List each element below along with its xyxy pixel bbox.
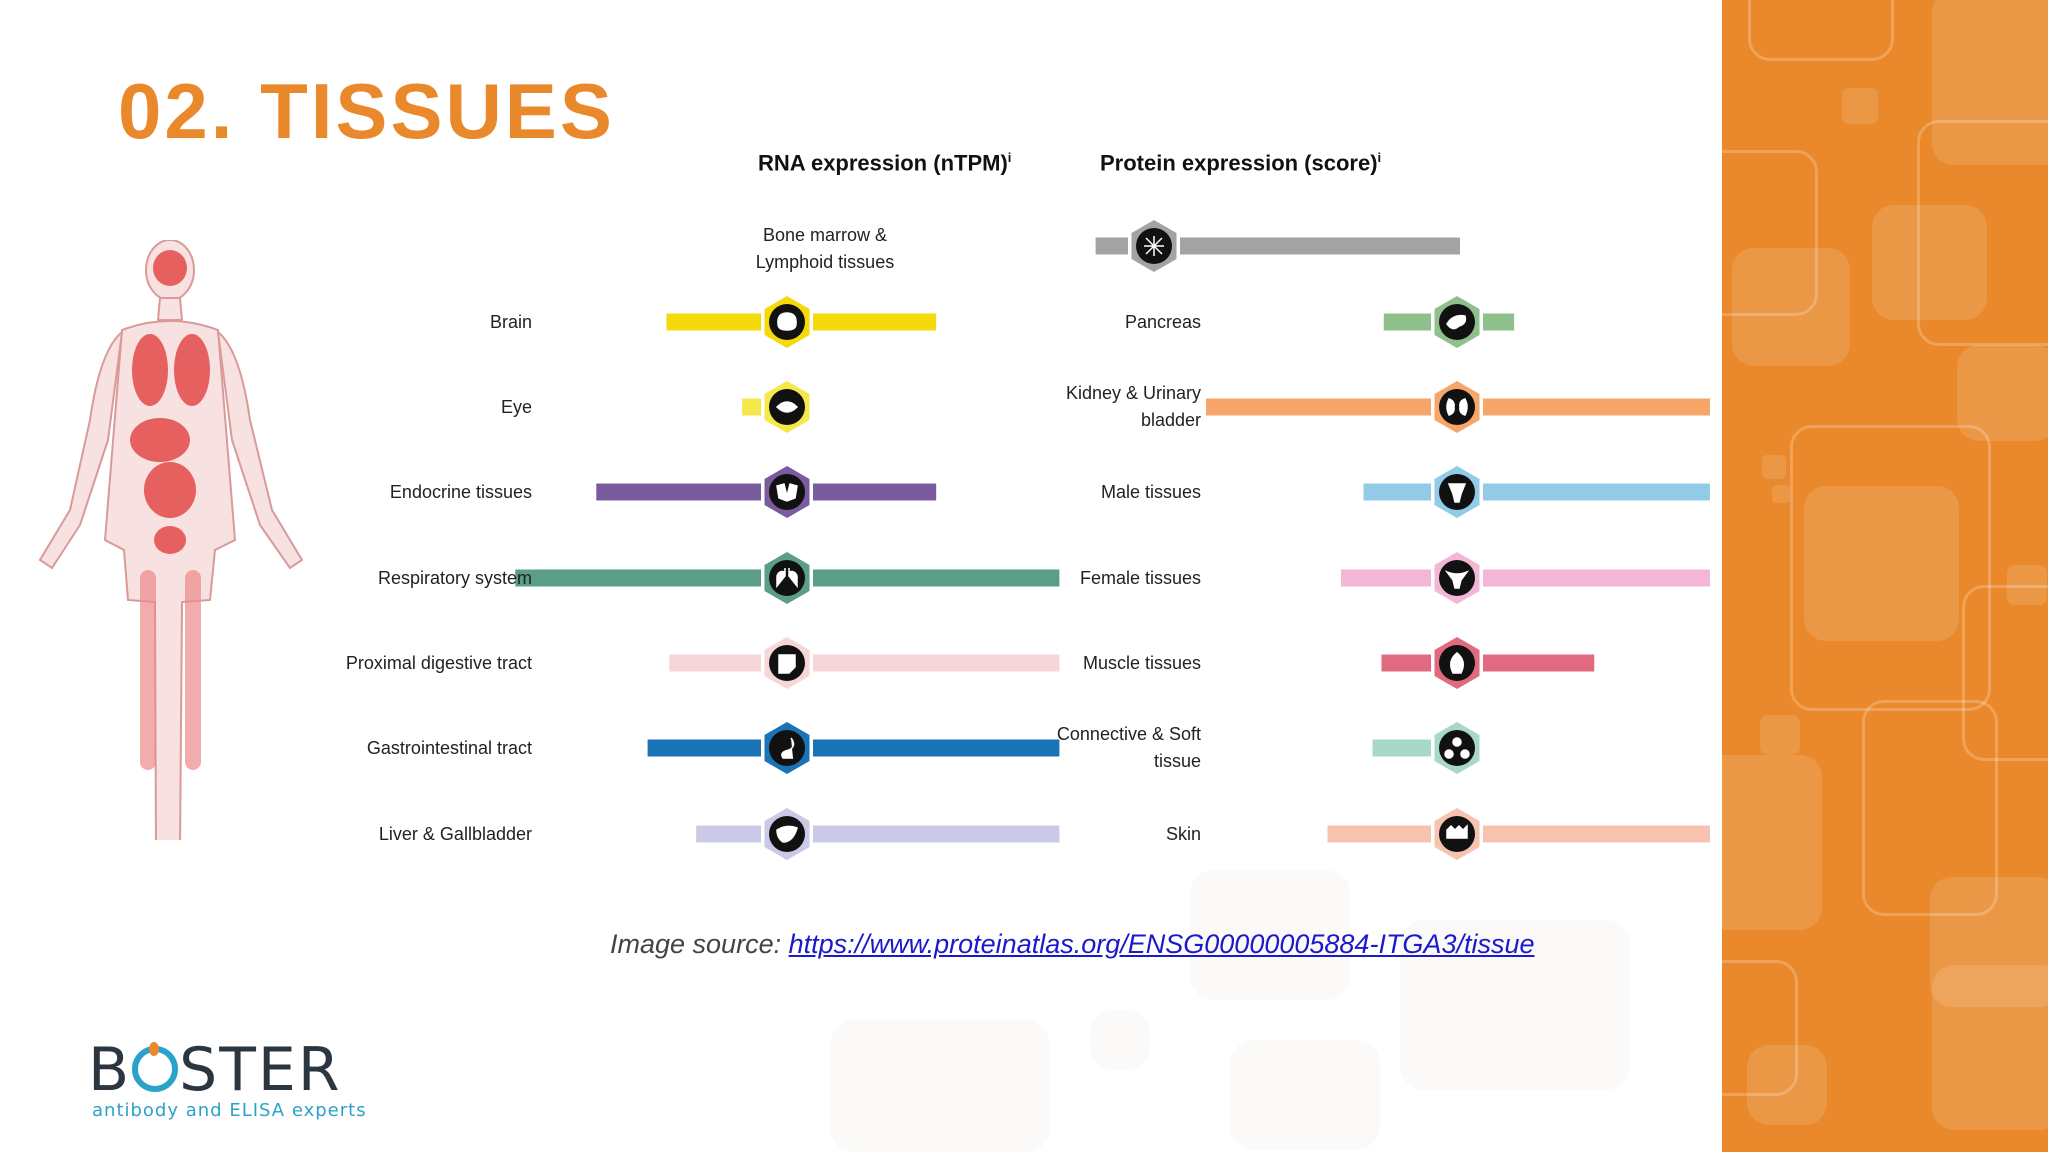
mouth-icon (778, 654, 796, 674)
rna-respiratory-system-bar-right (813, 569, 1060, 587)
logo-ring-icon (132, 1042, 179, 1092)
pancreas-icon (1446, 314, 1467, 330)
rna-brain-bar-left (666, 313, 761, 331)
rna-brain-bar-right (813, 313, 937, 331)
boster-logo: B STER antibody and ELISA experts (88, 1040, 367, 1121)
rna-respiratory-system-bar-left (515, 569, 761, 587)
protein-muscle-tissues-bar (1381, 637, 1595, 689)
rna-endocrine-tissues-bar-right (813, 483, 937, 501)
rna-endocrine-tissues-label: Endocrine tissues (389, 481, 532, 502)
rna-proximal-digestive-tract-bar-right (813, 654, 1060, 672)
rna-eye-bar-left (742, 398, 761, 416)
protein-pancreas-bar-right (1483, 313, 1515, 331)
protein-male-tissues-bar-right (1483, 483, 1710, 501)
rna-gastrointestinal-tract-bar-right (813, 739, 1060, 757)
rna-proximal-digestive-tract-bar (669, 637, 1060, 689)
image-source-prefix: Image source: (610, 929, 789, 959)
protein-muscle-tissues-label: Muscle tissues (1082, 652, 1201, 673)
bone-marrow-icon (1144, 236, 1164, 256)
protein-expression-header: Protein expression (score)i (1100, 150, 1382, 176)
rna-gastrointestinal-tract-label: Gastrointestinal tract (366, 737, 532, 758)
protein-pancreas-label: Pancreas (1124, 311, 1201, 332)
rna-brain-bar (666, 296, 937, 348)
rna-respiratory-system-label: Respiratory system (377, 567, 532, 588)
protein-connective-and-soft-tissue-icon-circle (1439, 730, 1475, 766)
protein-skin-bar (1327, 808, 1710, 860)
protein-bone-marrow-bar-right (1180, 237, 1460, 255)
protein-kidney-and-urinary-bladder-bar-right (1483, 398, 1710, 416)
brain-icon (777, 312, 797, 331)
rna-brain-label: Brain (489, 311, 532, 332)
protein-female-tissues-bar-right (1483, 569, 1710, 587)
rna-respiratory-system-bar (515, 552, 1060, 604)
human-body-illustration (38, 240, 304, 840)
rna-gastrointestinal-tract-bar (647, 722, 1060, 774)
rna-gastrointestinal-tract-icon-circle (769, 730, 805, 766)
orange-side-panel (1722, 0, 2048, 1152)
protein-skin-label: Skin (1165, 823, 1201, 844)
thyroid-icon (776, 483, 798, 502)
rna-endocrine-tissues-bar-left (596, 483, 761, 501)
protein-skin-bar-left (1327, 825, 1431, 843)
rna-endocrine-tissues-icon-circle (769, 474, 805, 510)
liver-icon (776, 825, 798, 843)
rna-liver-and-gallbladder-bar-left (696, 825, 761, 843)
lungs-icon (776, 568, 798, 589)
protein-connective-and-soft-tissue-bar-left (1372, 739, 1431, 757)
eye-icon (775, 401, 799, 413)
rna-endocrine-tissues-bar (596, 466, 937, 518)
image-source-link[interactable]: https://www.proteinatlas.org/ENSG0000000… (788, 929, 1535, 959)
female-icon (1444, 570, 1470, 589)
protein-connective-and-soft-tissue-label: Connective & Soft tissue (1056, 724, 1201, 771)
logo-wordmark: B STER (88, 1035, 342, 1105)
bone-marrow-label: Bone marrow & Lymphoid tissues (755, 225, 895, 272)
protein-male-tissues-bar (1363, 466, 1710, 518)
protein-kidney-and-urinary-bladder-label: Kidney & Urinary bladder (1065, 383, 1201, 430)
protein-bone-marrow-bar-left (1095, 237, 1128, 255)
skin-icon (1446, 824, 1468, 839)
rna-eye-bar (742, 381, 810, 433)
protein-skin-bar-right (1483, 825, 1710, 843)
protein-female-tissues-label: Female tissues (1079, 567, 1201, 588)
protein-kidney-and-urinary-bladder-bar-left (1206, 398, 1431, 416)
protein-pancreas-bar-left (1383, 313, 1431, 331)
rna-respiratory-system-icon-circle (769, 560, 805, 596)
rna-eye-label: Eye (500, 396, 532, 417)
kidney-icon (1446, 398, 1468, 416)
protein-kidney-and-urinary-bladder-icon-circle (1439, 389, 1475, 425)
male-icon (1447, 483, 1467, 503)
protein-connective-and-soft-tissue-bar (1372, 722, 1480, 774)
rna-proximal-digestive-tract-label: Proximal digestive tract (345, 652, 532, 673)
rna-liver-and-gallbladder-bar-right (813, 825, 1060, 843)
slide-title: 02. TISSUES (118, 67, 615, 155)
intestine-icon (781, 737, 795, 759)
muscle-icon (1450, 652, 1464, 674)
image-source: Image source: https://www.proteinatlas.o… (610, 929, 1535, 960)
protein-male-tissues-label: Male tissues (1100, 481, 1201, 502)
protein-muscle-tissues-bar-right (1483, 654, 1595, 672)
protein-male-tissues-bar-left (1363, 483, 1431, 501)
rna-liver-and-gallbladder-label: Liver & Gallbladder (378, 823, 532, 844)
protein-muscle-tissues-bar-left (1381, 654, 1431, 672)
expression-figure (515, 220, 1710, 860)
rna-expression-header: RNA expression (nTPM)i (758, 150, 1012, 176)
logo-tagline: antibody and ELISA experts (92, 1100, 367, 1121)
protein-kidney-and-urinary-bladder-bar (1206, 381, 1710, 433)
rna-gastrointestinal-tract-bar-left (647, 739, 761, 757)
rna-proximal-digestive-tract-bar-left (669, 654, 761, 672)
protein-female-tissues-bar (1341, 552, 1710, 604)
protein-female-tissues-bar-left (1341, 569, 1431, 587)
connective-icon (1444, 737, 1470, 759)
rna-liver-and-gallbladder-bar (696, 808, 1060, 860)
